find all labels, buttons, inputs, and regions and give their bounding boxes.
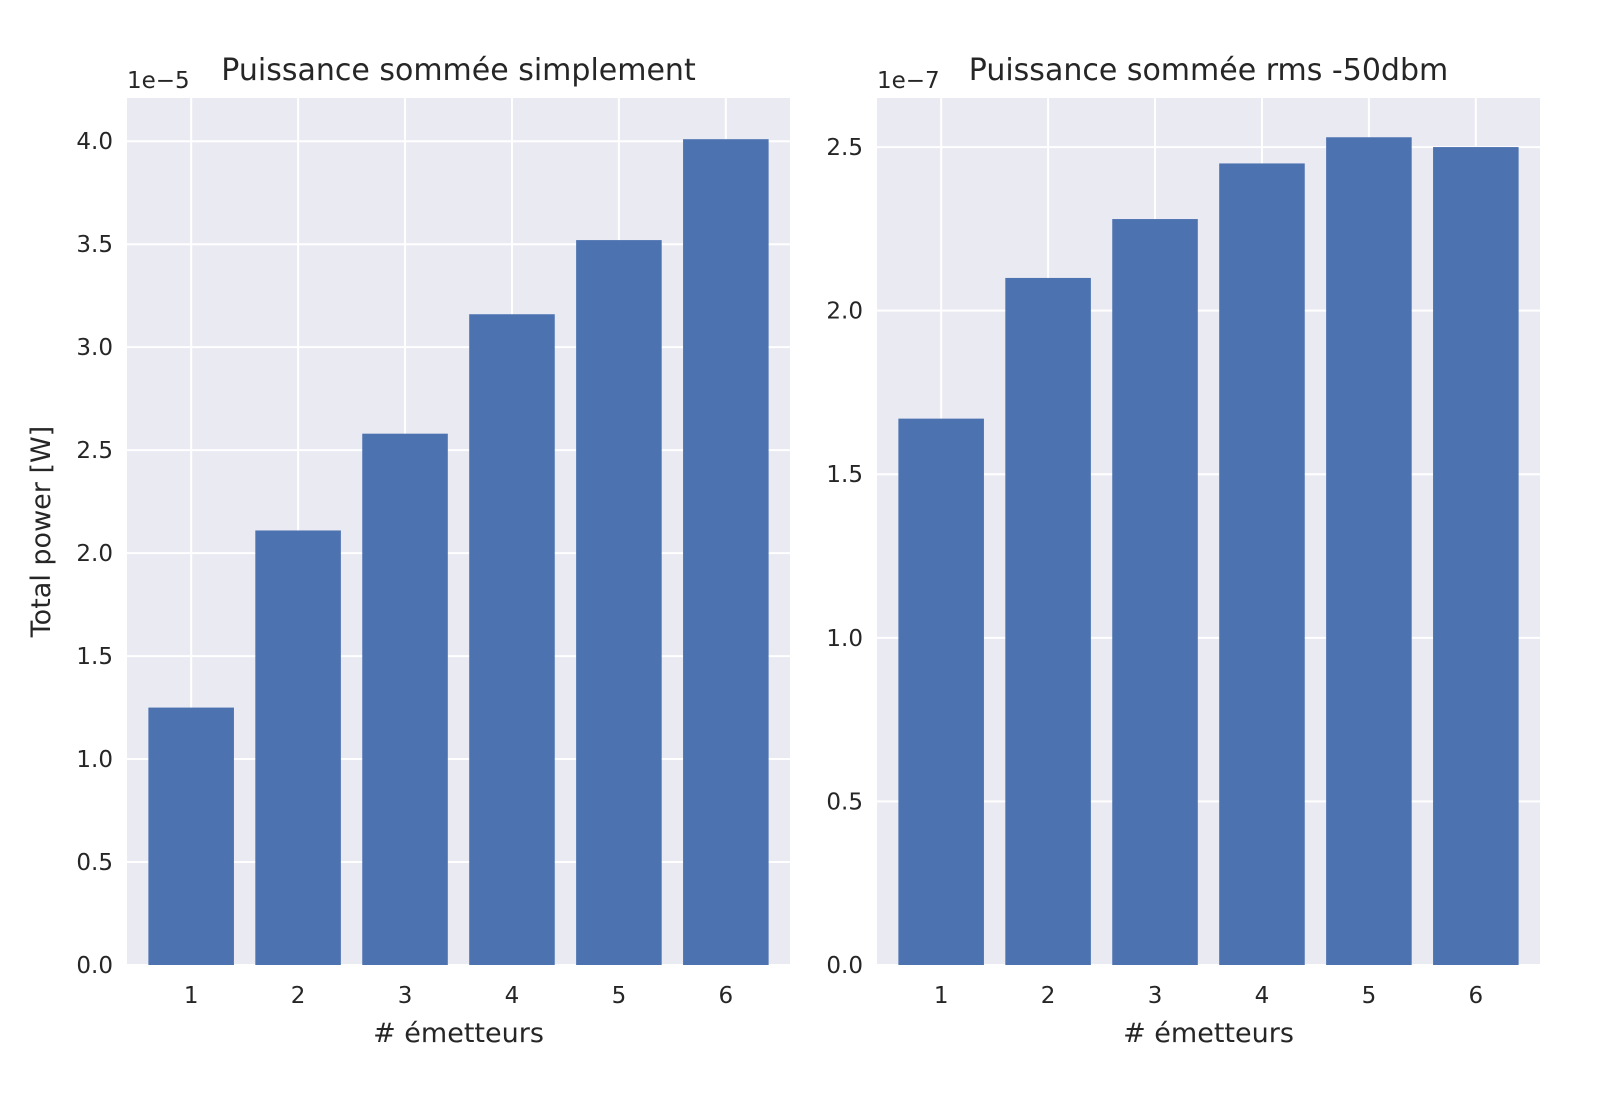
x-tick-label: 6 (1469, 983, 1484, 1009)
x-axis-label: # émetteurs (373, 1018, 544, 1049)
y-tick-label: 2.0 (826, 299, 863, 325)
y-tick-label: 0.5 (826, 789, 863, 815)
x-tick-label: 5 (612, 983, 627, 1009)
y-tick-label: 2.5 (76, 438, 113, 464)
x-tick-label: 2 (291, 983, 306, 1009)
bar-5 (1326, 137, 1412, 965)
y-tick-label: 1.0 (826, 626, 863, 652)
bar-2 (1005, 277, 1091, 966)
chart-title: Puissance sommée simplement (221, 53, 696, 88)
y-tick-label: 1.5 (826, 462, 863, 488)
x-tick-label: 1 (934, 983, 949, 1009)
subplot-1: 0.0 0.5 1.0 1.5 2.0 2.5 3.0 3.5 4.0 1 2 3 4 5 6 Puissan… (26, 53, 790, 1049)
y-tick-label: 0.0 (76, 953, 113, 979)
y-tick-label: 0.0 (826, 953, 863, 979)
x-tick-label: 6 (719, 983, 734, 1009)
x-tick-label: 3 (1148, 983, 1163, 1009)
y-offset-label: 1e−5 (127, 68, 190, 94)
y-tick-label: 1.5 (76, 644, 113, 670)
x-tick-label: 4 (1255, 983, 1270, 1009)
bar-3 (362, 433, 448, 965)
y-tick-label: 3.0 (76, 335, 113, 361)
bar-6 (683, 139, 769, 966)
y-tick-label: 2.5 (826, 135, 863, 161)
y-axis-label: Total power [W] (26, 426, 57, 638)
y-offset-label: 1e−7 (877, 68, 940, 94)
y-tick-label: 2.0 (76, 541, 113, 567)
bar-2 (255, 530, 341, 965)
bar-4 (469, 314, 555, 965)
bar-1 (148, 707, 234, 965)
bar-3 (1112, 219, 1198, 965)
x-tick-label: 2 (1041, 983, 1056, 1009)
bar-6 (1433, 147, 1519, 966)
x-axis-label: # émetteurs (1123, 1018, 1294, 1049)
x-tick-label: 4 (505, 983, 520, 1009)
bar-4 (1219, 163, 1305, 965)
bar-5 (576, 240, 662, 965)
y-tick-label: 3.5 (76, 232, 113, 258)
subplot-2: 0.0 0.5 1.0 1.5 2.0 2.5 1 2 3 4 5 6 Puissance sommée… (826, 53, 1540, 1049)
x-tick-label: 3 (398, 983, 413, 1009)
y-tick-label: 1.0 (76, 747, 113, 773)
chart-title: Puissance sommée rms -50dbm (969, 53, 1448, 88)
x-tick-label: 5 (1362, 983, 1377, 1009)
plot-area (127, 98, 790, 965)
x-tick-label: 1 (184, 983, 199, 1009)
plot-area (877, 98, 1540, 965)
y-tick-label: 0.5 (76, 850, 113, 876)
bar-1 (898, 418, 984, 965)
y-tick-label: 4.0 (76, 129, 113, 155)
